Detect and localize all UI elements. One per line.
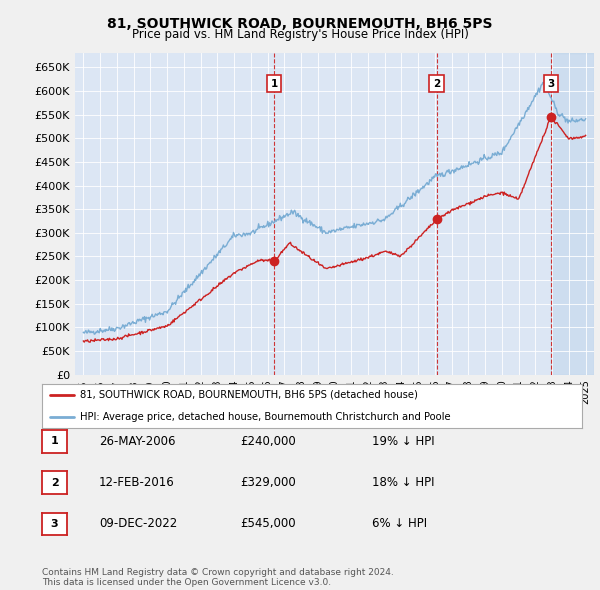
Text: HPI: Average price, detached house, Bournemouth Christchurch and Poole: HPI: Average price, detached house, Bour…: [80, 412, 451, 422]
Text: 2: 2: [433, 78, 440, 88]
Text: 18% ↓ HPI: 18% ↓ HPI: [372, 476, 434, 489]
Text: 12-FEB-2016: 12-FEB-2016: [99, 476, 175, 489]
Text: 3: 3: [547, 78, 554, 88]
Text: 2: 2: [51, 478, 58, 487]
Text: 3: 3: [51, 519, 58, 529]
Text: 1: 1: [51, 437, 58, 446]
Text: 19% ↓ HPI: 19% ↓ HPI: [372, 435, 434, 448]
Text: 6% ↓ HPI: 6% ↓ HPI: [372, 517, 427, 530]
Text: 26-MAY-2006: 26-MAY-2006: [99, 435, 176, 448]
Text: £329,000: £329,000: [240, 476, 296, 489]
Text: Price paid vs. HM Land Registry's House Price Index (HPI): Price paid vs. HM Land Registry's House …: [131, 28, 469, 41]
Text: 81, SOUTHWICK ROAD, BOURNEMOUTH, BH6 5PS: 81, SOUTHWICK ROAD, BOURNEMOUTH, BH6 5PS: [107, 17, 493, 31]
Text: 1: 1: [271, 78, 278, 88]
Bar: [551, 53, 594, 375]
Text: Contains HM Land Registry data © Crown copyright and database right 2024.
This d: Contains HM Land Registry data © Crown c…: [42, 568, 394, 587]
Text: £240,000: £240,000: [240, 435, 296, 448]
Text: 81, SOUTHWICK ROAD, BOURNEMOUTH, BH6 5PS (detached house): 81, SOUTHWICK ROAD, BOURNEMOUTH, BH6 5PS…: [80, 389, 418, 399]
Text: 09-DEC-2022: 09-DEC-2022: [99, 517, 177, 530]
Text: £545,000: £545,000: [240, 517, 296, 530]
